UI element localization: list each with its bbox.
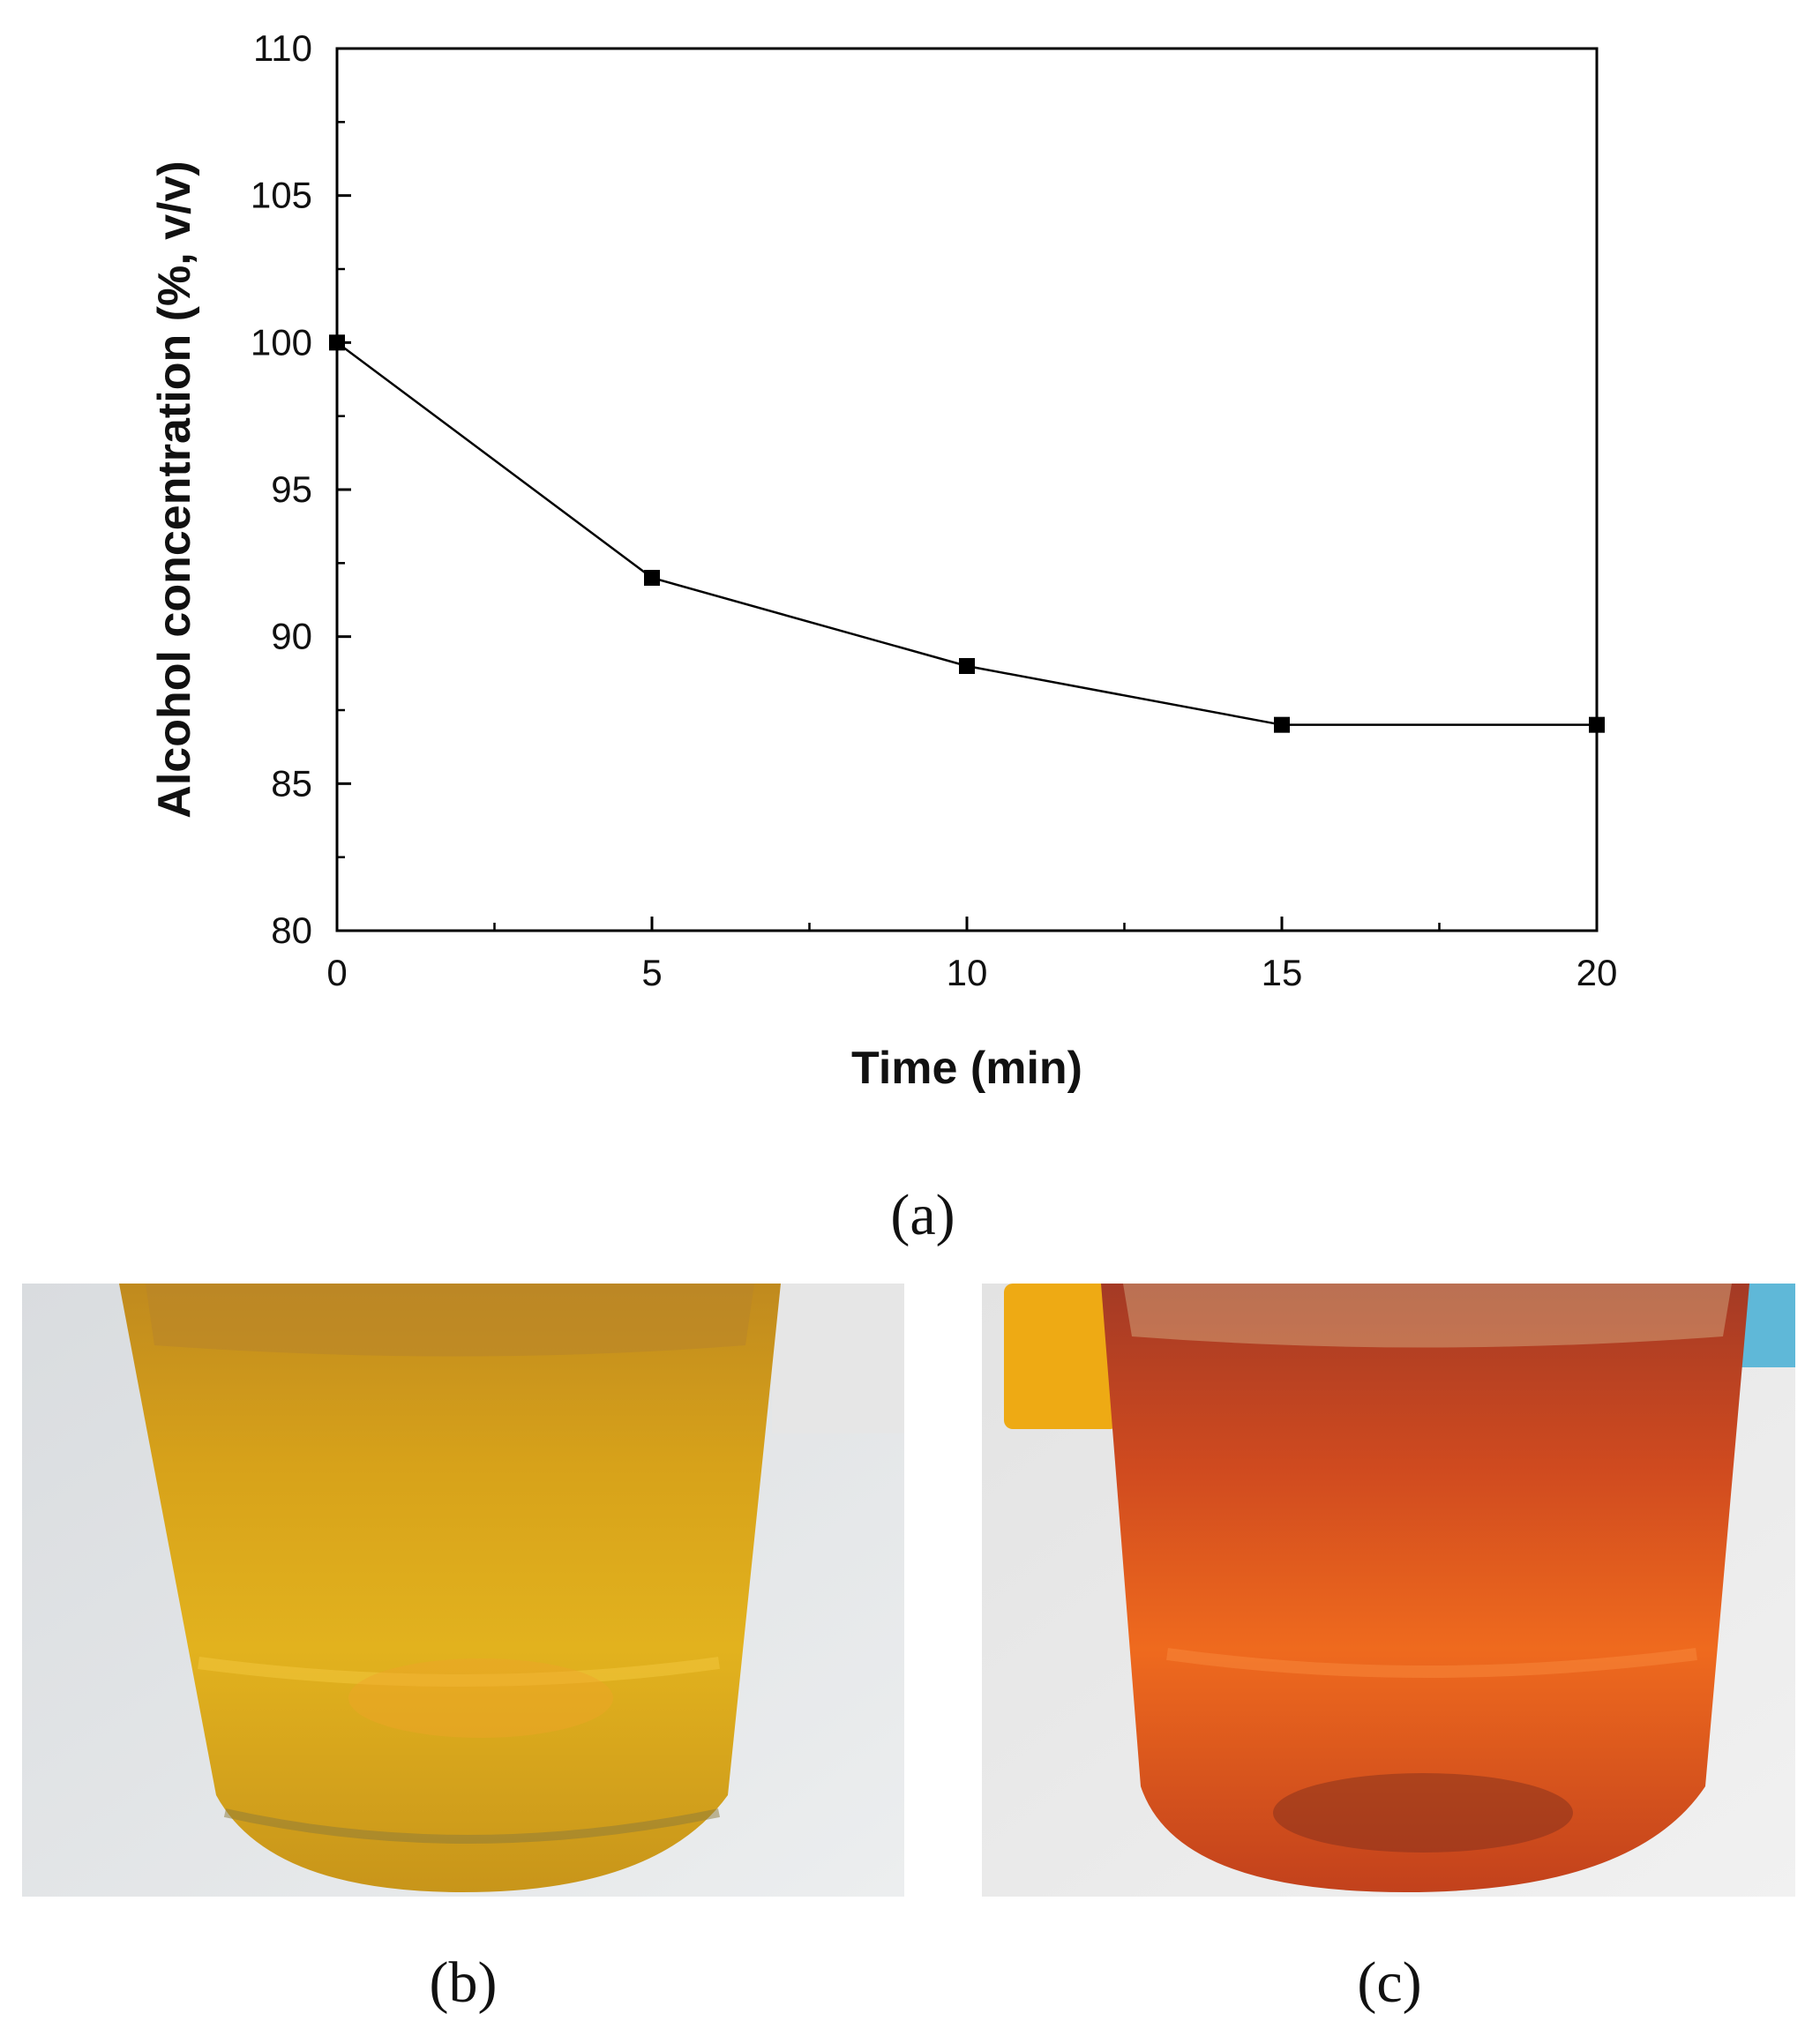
y-axis-ticks: 80 85 90 95 100 105 110 [251,27,351,951]
photo-c [982,1284,1795,1897]
series-layer [329,334,1605,733]
x-tick-label: 0 [326,952,347,993]
plot-frame [335,47,1599,932]
panel-label-a: (a) [890,1183,955,1247]
y-tick-label: 95 [271,468,312,510]
x-axis-ticks: 0 5 10 15 20 [326,917,1617,993]
y-tick-label: 110 [253,27,312,69]
data-point [644,570,660,586]
line-chart: 0 5 10 15 20 80 85 90 95 100 105 110 Time (min) Al… [149,27,1617,1094]
y-tick-label: 105 [251,175,312,216]
x-tick-label: 15 [1262,952,1303,993]
x-tick-label: 5 [641,952,662,993]
y-tick-label: 100 [251,321,312,363]
y-tick-label: 85 [271,762,312,804]
panel-label-c: (c) [1357,1950,1422,2015]
y-tick-label: 80 [271,909,312,951]
y-axis-title: Alcohol concentration (%, v/v) [149,161,200,818]
y-tick-label: 90 [271,616,312,657]
data-point [959,658,975,674]
data-point [329,334,345,351]
x-tick-label: 20 [1577,952,1618,993]
x-axis-title: Time (min) [851,1043,1082,1094]
data-point [1274,716,1290,733]
data-point [1589,716,1605,733]
x-tick-label: 10 [947,952,988,993]
panel-label-b: (b) [429,1950,498,2015]
photo-b [22,1284,904,1897]
